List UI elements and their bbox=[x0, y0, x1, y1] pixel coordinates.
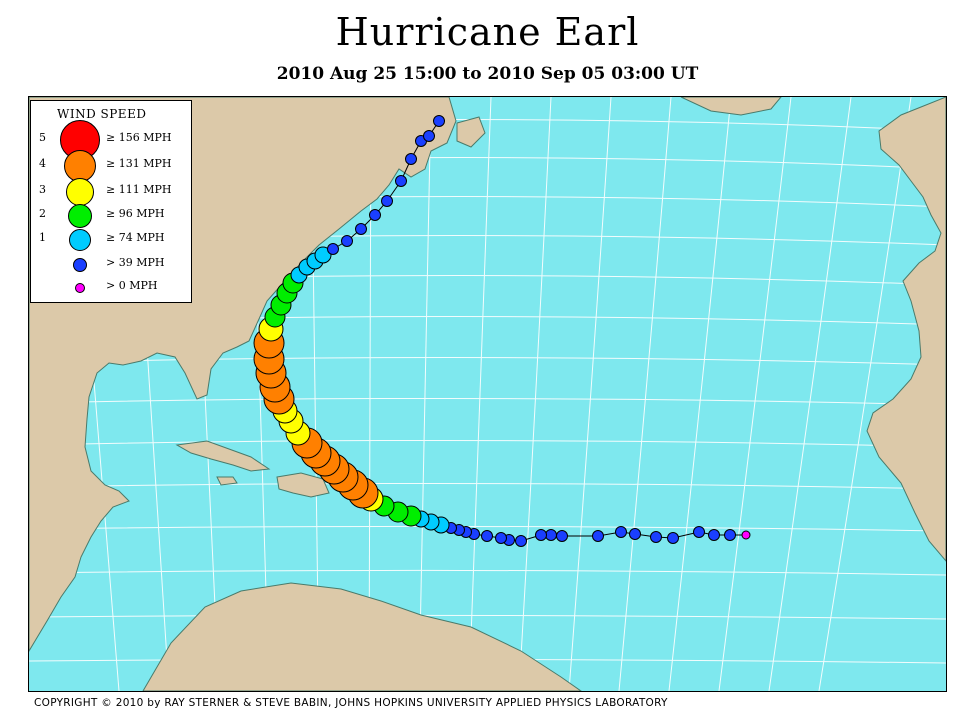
track-point bbox=[545, 529, 557, 541]
greenland-fragment bbox=[680, 97, 782, 116]
track-point bbox=[724, 529, 736, 541]
cuba bbox=[175, 440, 271, 472]
south-america bbox=[142, 582, 582, 691]
legend-swatch bbox=[73, 258, 87, 272]
track-point bbox=[395, 175, 407, 187]
legend-row: 1 ≥ 74 MPH bbox=[31, 227, 191, 251]
track-point bbox=[495, 532, 507, 544]
track-point bbox=[423, 130, 435, 142]
wind-speed-legend: WIND SPEED 5 ≥ 156 MPH 4 ≥ 131 MPH 3 ≥ 111 MP… bbox=[30, 100, 192, 303]
legend-label: ≥ 156 MPH bbox=[106, 131, 172, 144]
track-point bbox=[314, 246, 332, 264]
legend-category: 5 bbox=[39, 131, 46, 144]
legend-label: ≥ 96 MPH bbox=[106, 207, 165, 220]
legend-label: > 39 MPH bbox=[106, 256, 165, 269]
legend-label: ≥ 111 MPH bbox=[106, 183, 172, 196]
track-point bbox=[327, 243, 339, 255]
track-point bbox=[405, 153, 417, 165]
legend-row: > 0 MPH bbox=[31, 275, 191, 299]
track-point bbox=[381, 195, 393, 207]
copyright-notice: COPYRIGHT © 2010 by RAY STERNER & STEVE … bbox=[34, 697, 668, 709]
legend-swatch bbox=[66, 178, 94, 206]
legend-row: 3 ≥ 111 MPH bbox=[31, 178, 191, 206]
legend-swatch bbox=[68, 204, 92, 228]
track-point bbox=[667, 532, 679, 544]
newfoundland bbox=[456, 116, 486, 148]
map-title: Hurricane Earl bbox=[335, 10, 640, 54]
track-point bbox=[741, 530, 751, 540]
legend-swatch bbox=[75, 283, 85, 293]
legend-label: ≥ 131 MPH bbox=[106, 157, 172, 170]
jamaica bbox=[216, 476, 238, 486]
track-point bbox=[629, 528, 641, 540]
legend-title: WIND SPEED bbox=[57, 107, 147, 121]
track-point bbox=[355, 223, 367, 235]
legend-category: 1 bbox=[39, 231, 46, 244]
track-point bbox=[433, 115, 445, 127]
track-point bbox=[481, 530, 493, 542]
legend-swatch bbox=[69, 229, 91, 251]
legend-swatch bbox=[64, 150, 96, 182]
track-point bbox=[615, 526, 627, 538]
legend-row: > 39 MPH bbox=[31, 252, 191, 276]
legend-category: 3 bbox=[39, 183, 46, 196]
legend-category: 4 bbox=[39, 157, 46, 170]
track-point bbox=[650, 531, 662, 543]
legend-label: > 0 MPH bbox=[106, 279, 158, 292]
track-point bbox=[708, 529, 720, 541]
track-point bbox=[556, 530, 568, 542]
legend-row: 5 ≥ 156 MPH bbox=[31, 120, 191, 160]
legend-category: 2 bbox=[39, 207, 46, 220]
track-point bbox=[535, 529, 547, 541]
track-point bbox=[369, 209, 381, 221]
track-point bbox=[515, 535, 527, 547]
legend-row: 2 ≥ 96 MPH bbox=[31, 203, 191, 228]
hispaniola bbox=[276, 472, 330, 498]
europe-africa bbox=[866, 97, 946, 562]
track-point bbox=[592, 530, 604, 542]
track-point bbox=[341, 235, 353, 247]
storm-track-points bbox=[253, 115, 751, 547]
track-point bbox=[693, 526, 705, 538]
legend-row: 4 ≥ 131 MPH bbox=[31, 150, 191, 182]
legend-label: ≥ 74 MPH bbox=[106, 231, 165, 244]
map-subtitle: 2010 Aug 25 15:00 to 2010 Sep 05 03:00 U… bbox=[276, 64, 699, 84]
